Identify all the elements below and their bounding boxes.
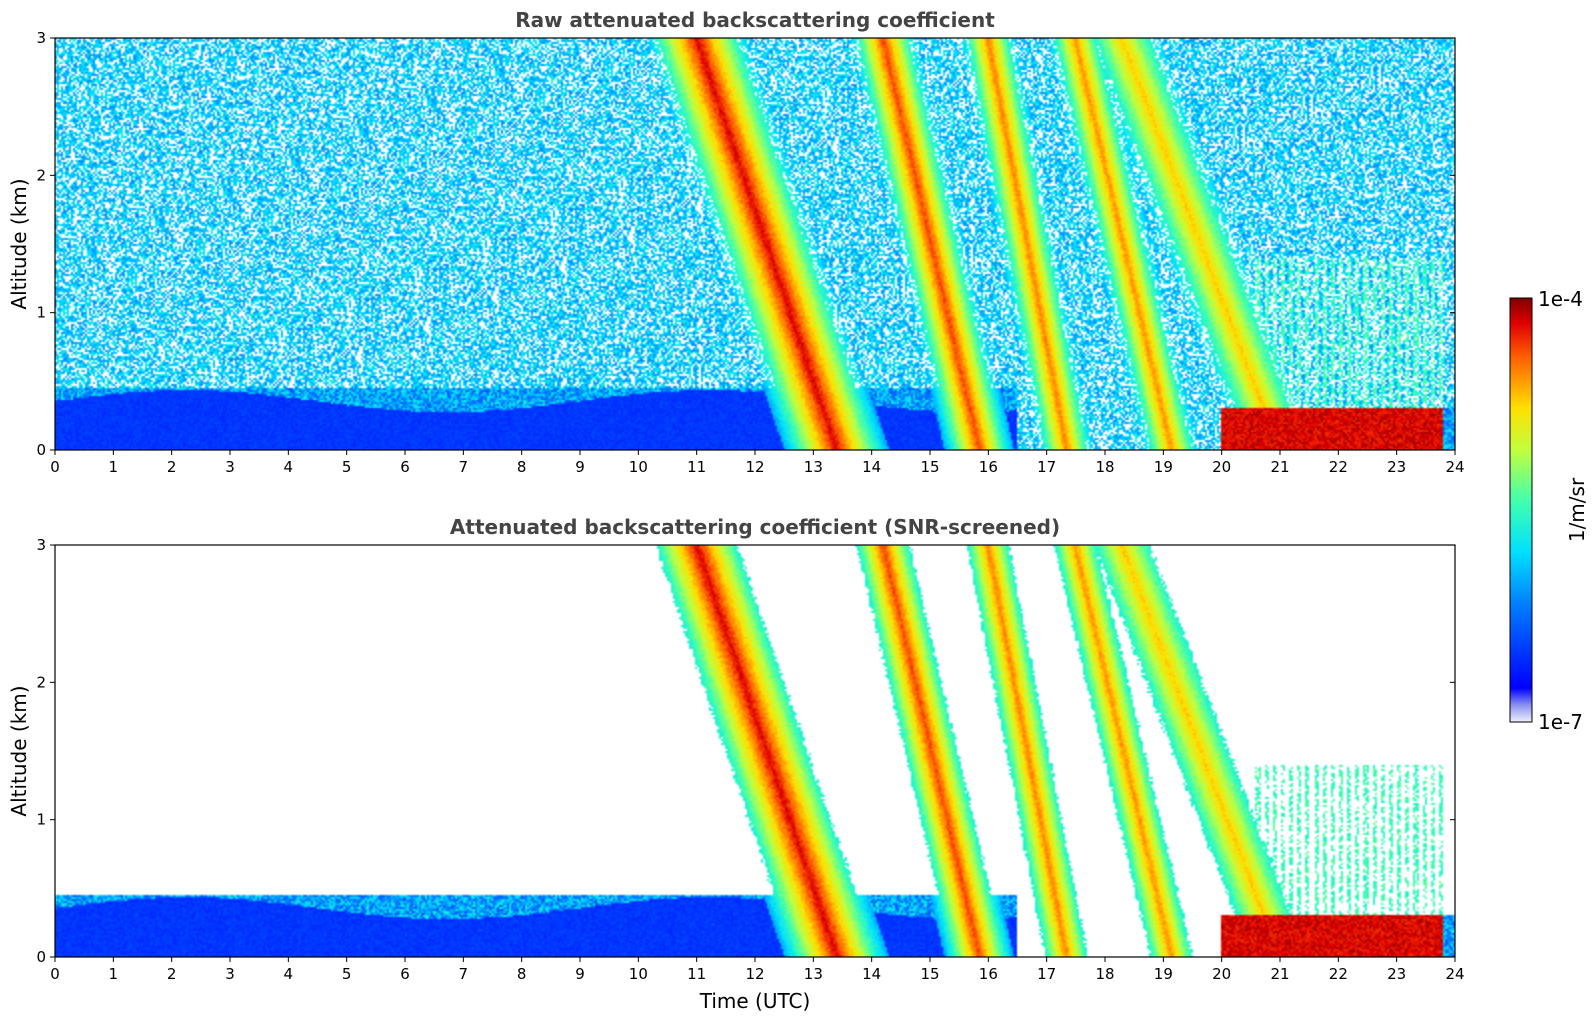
x-tick-label: 11 bbox=[687, 458, 706, 476]
x-tick-label: 5 bbox=[342, 965, 352, 983]
y-axis-label: Altitude (km) bbox=[7, 178, 31, 309]
panel-title: Attenuated backscattering coefficient (S… bbox=[450, 515, 1060, 539]
x-tick-label: 8 bbox=[517, 965, 527, 983]
x-tick-label: 12 bbox=[745, 458, 764, 476]
x-tick-label: 9 bbox=[575, 458, 585, 476]
x-tick-label: 5 bbox=[342, 458, 352, 476]
colorbar-min-label: 1e-7 bbox=[1538, 710, 1583, 734]
x-axis: 0 1 2 3 4 5 6 7 8 9 10 11 12 13 14 15 16 17 18 19 20 21 22 23 24 bbox=[50, 450, 1465, 476]
y-axis: 0 1 2 3 bbox=[36, 29, 1455, 459]
x-tick-label: 3 bbox=[225, 965, 235, 983]
x-tick-label: 1 bbox=[109, 458, 119, 476]
colorbar: 1e-4 1e-7 1/m/sr bbox=[1509, 287, 1589, 734]
x-axis-label: Time (UTC) bbox=[699, 989, 811, 1013]
x-tick-label: 4 bbox=[284, 458, 294, 476]
x-tick-label: 14 bbox=[862, 458, 881, 476]
x-tick-label: 11 bbox=[687, 965, 706, 983]
y-tick-label: 1 bbox=[36, 304, 46, 322]
y-tick-label: 0 bbox=[36, 948, 46, 966]
y-tick-label: 3 bbox=[36, 536, 46, 554]
x-tick-label: 12 bbox=[745, 965, 764, 983]
raw-backscatter-panel: Raw attenuated backscattering coefficien… bbox=[7, 8, 1465, 476]
heatmap-image bbox=[55, 38, 1455, 450]
x-tick-label: 14 bbox=[862, 965, 881, 983]
x-tick-label: 15 bbox=[920, 965, 939, 983]
y-axis-label: Altitude (km) bbox=[7, 685, 31, 816]
colorbar-gradient bbox=[1509, 297, 1533, 723]
x-tick-label: 6 bbox=[400, 458, 410, 476]
x-tick-label: 7 bbox=[459, 965, 469, 983]
x-tick-label: 21 bbox=[1270, 458, 1289, 476]
x-tick-label: 9 bbox=[575, 965, 585, 983]
screened-backscatter-panel: Attenuated backscattering coefficient (S… bbox=[7, 515, 1465, 1013]
x-tick-label: 21 bbox=[1270, 965, 1289, 983]
colorbar-label: 1/m/sr bbox=[1565, 477, 1589, 542]
x-tick-label: 16 bbox=[979, 965, 998, 983]
x-tick-label: 24 bbox=[1445, 965, 1464, 983]
colorbar-max-label: 1e-4 bbox=[1538, 287, 1583, 311]
x-tick-label: 22 bbox=[1329, 458, 1348, 476]
x-tick-label: 10 bbox=[629, 965, 648, 983]
x-tick-label: 17 bbox=[1037, 458, 1056, 476]
x-tick-label: 4 bbox=[284, 965, 294, 983]
panel-title: Raw attenuated backscattering coefficien… bbox=[515, 8, 995, 32]
x-tick-label: 17 bbox=[1037, 965, 1056, 983]
x-tick-label: 13 bbox=[804, 458, 823, 476]
x-tick-label: 6 bbox=[400, 965, 410, 983]
x-tick-label: 20 bbox=[1212, 965, 1231, 983]
y-tick-label: 2 bbox=[36, 673, 46, 691]
x-tick-label: 18 bbox=[1095, 965, 1114, 983]
x-tick-label: 7 bbox=[459, 458, 469, 476]
y-tick-label: 0 bbox=[36, 441, 46, 459]
x-tick-label: 19 bbox=[1154, 458, 1173, 476]
heatmap-image bbox=[55, 545, 1455, 957]
x-tick-label: 13 bbox=[804, 965, 823, 983]
x-tick-label: 3 bbox=[225, 458, 235, 476]
x-tick-label: 23 bbox=[1387, 965, 1406, 983]
y-tick-label: 1 bbox=[36, 811, 46, 829]
x-tick-label: 23 bbox=[1387, 458, 1406, 476]
x-tick-label: 2 bbox=[167, 458, 177, 476]
x-tick-label: 0 bbox=[50, 965, 60, 983]
x-tick-label: 2 bbox=[167, 965, 177, 983]
x-tick-label: 19 bbox=[1154, 965, 1173, 983]
x-tick-label: 24 bbox=[1445, 458, 1464, 476]
x-tick-label: 1 bbox=[109, 965, 119, 983]
x-tick-label: 10 bbox=[629, 458, 648, 476]
y-tick-label: 3 bbox=[36, 29, 46, 47]
x-axis: 0 1 2 3 4 5 6 7 8 9 10 11 12 13 14 15 16 17 18 19 20 21 22 23 24 bbox=[50, 957, 1465, 983]
x-tick-label: 0 bbox=[50, 458, 60, 476]
x-tick-label: 22 bbox=[1329, 965, 1348, 983]
x-tick-label: 15 bbox=[920, 458, 939, 476]
x-tick-label: 18 bbox=[1095, 458, 1114, 476]
y-tick-label: 2 bbox=[36, 166, 46, 184]
x-tick-label: 16 bbox=[979, 458, 998, 476]
x-tick-label: 20 bbox=[1212, 458, 1231, 476]
x-tick-label: 8 bbox=[517, 458, 527, 476]
y-axis: 0 1 2 3 bbox=[36, 536, 1455, 966]
